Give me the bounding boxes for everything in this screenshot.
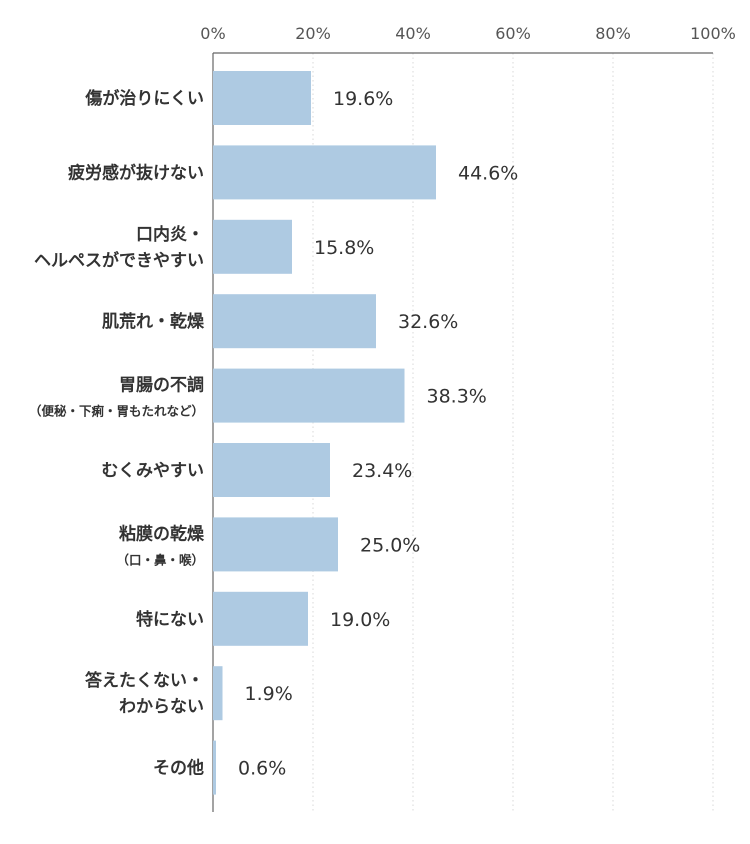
- y-tick-label: 特にない: [136, 609, 204, 630]
- data-label: 38.3%: [427, 386, 487, 408]
- x-tick-label: 0%: [200, 24, 225, 43]
- y-tick-label: 口内炎・: [136, 224, 204, 245]
- y-tick-label: その他: [153, 758, 204, 779]
- y-tick-label: 傷が治りにくい: [84, 88, 204, 109]
- x-tick-label: 40%: [395, 24, 431, 43]
- y-tick-label: ヘルペスができやすい: [34, 250, 204, 271]
- y-tick-label: 答えたくない・: [85, 670, 204, 691]
- y-tick-label: 疲労感が抜けない: [68, 162, 204, 183]
- y-tick-label: 肌荒れ・乾燥: [102, 311, 205, 332]
- y-tick-label: わからない: [119, 697, 204, 717]
- data-label: 19.0%: [330, 609, 390, 631]
- bar: [213, 591, 308, 646]
- y-tick-label: むくみやすい: [101, 461, 204, 481]
- data-label: 25.0%: [360, 534, 420, 556]
- y-tick-sublabel: （口・鼻・喉）: [116, 552, 204, 567]
- data-label: 0.6%: [238, 758, 286, 780]
- y-tick-sublabel: （便秘・下痢・胃もたれなど）: [29, 404, 204, 419]
- data-label: 1.9%: [245, 683, 293, 705]
- data-label: 44.6%: [458, 162, 518, 184]
- data-label: 32.6%: [398, 311, 458, 333]
- x-tick-label: 20%: [295, 24, 331, 43]
- bar: [213, 666, 223, 721]
- bar: [213, 517, 338, 572]
- data-label: 23.4%: [352, 460, 412, 482]
- bar: [213, 145, 436, 200]
- bar: [213, 294, 376, 349]
- bar: [213, 368, 405, 423]
- x-tick-label: 60%: [495, 24, 531, 43]
- y-tick-label: 胃腸の不調: [119, 375, 204, 396]
- bar: [213, 443, 330, 497]
- x-tick-label: 100%: [690, 24, 736, 43]
- data-label: 15.8%: [314, 237, 374, 259]
- bar: [213, 219, 292, 274]
- bar: [213, 740, 216, 795]
- data-label: 19.6%: [333, 88, 393, 110]
- bar: [213, 71, 311, 125]
- x-tick-label: 80%: [595, 24, 631, 43]
- y-tick-label: 粘膜の乾燥: [119, 523, 205, 544]
